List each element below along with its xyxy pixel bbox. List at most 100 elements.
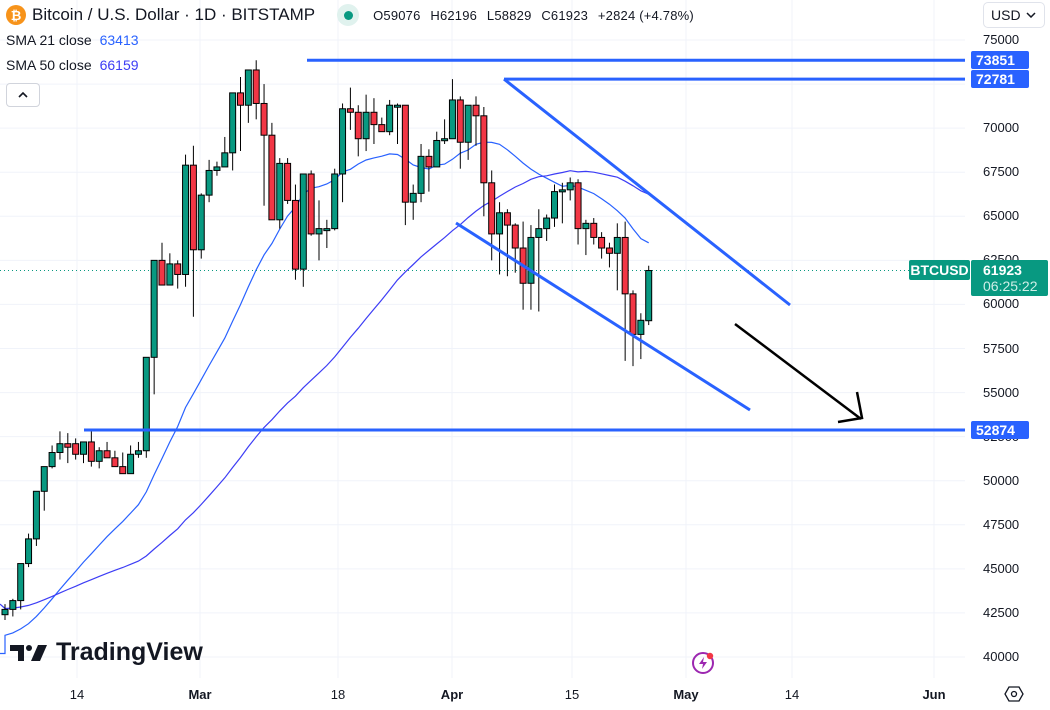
candle: [64, 433, 72, 464]
channel-lower-line: [455, 221, 751, 412]
candle: [229, 92, 237, 171]
price-tick-label: 45000: [983, 560, 1020, 576]
price-tick-label: 50000: [983, 472, 1020, 488]
candles: [1, 60, 653, 620]
candle: [574, 179, 582, 245]
candle: [87, 431, 95, 467]
level-tag-52874: 52874: [971, 421, 1029, 439]
candle: [268, 122, 276, 221]
indicator-sma50[interactable]: SMA 50 close 66159: [6, 57, 700, 76]
candle: [394, 103, 401, 145]
candle: [425, 149, 433, 192]
candle: [464, 104, 472, 160]
candle: [323, 219, 331, 249]
tradingview-logo[interactable]: TradingView: [10, 638, 203, 667]
candle: [142, 356, 150, 458]
indicator-label: SMA 21 close: [6, 32, 92, 48]
candle: [645, 265, 653, 326]
candle: [386, 99, 394, 136]
market-status-icon[interactable]: [337, 4, 360, 26]
flash-news-icon[interactable]: [690, 650, 716, 676]
candle: [150, 259, 158, 395]
candle: [511, 223, 519, 273]
price-tick-label: 67500: [983, 164, 1020, 180]
candle: [621, 221, 629, 361]
candle: [9, 598, 17, 617]
time-tick-label: 18: [330, 687, 346, 702]
candle: [244, 69, 252, 123]
candle: [174, 260, 182, 289]
candle: [237, 77, 244, 152]
candle: [331, 168, 339, 231]
candle: [551, 184, 558, 227]
candle: [472, 96, 480, 146]
price-tick-label: 55000: [983, 384, 1020, 400]
candle: [111, 450, 119, 468]
candle: [213, 161, 221, 176]
change-value: +2824 (+4.78%): [597, 7, 694, 23]
candle: [48, 445, 56, 469]
candle: [605, 242, 613, 268]
candle: [346, 87, 354, 130]
candle: [17, 563, 25, 610]
candle: [354, 105, 362, 157]
price-tick-label: 47500: [983, 516, 1020, 532]
sma50-line: [0, 170, 649, 610]
candle: [260, 84, 268, 206]
candle: [441, 119, 449, 145]
indicator-label: SMA 50 close: [6, 57, 92, 73]
candle: [339, 103, 347, 203]
candle: [598, 232, 606, 259]
candle: [40, 466, 48, 511]
candle: [103, 441, 111, 459]
current-price: 61923: [983, 262, 1022, 278]
candle: [25, 533, 33, 568]
low-value: L58829: [486, 7, 532, 23]
bar-countdown: 06:25:22: [983, 278, 1038, 294]
level-tag-72781: 72781: [971, 70, 1029, 88]
candle: [590, 218, 598, 245]
collapse-legend-button[interactable]: [6, 83, 40, 107]
candle: [158, 242, 166, 286]
level-tag-73851: 73851: [971, 51, 1029, 69]
indicator-sma21[interactable]: SMA 21 close 63413: [6, 32, 700, 51]
symbol-title-row[interactable]: ₿ Bitcoin / U.S. Dollar · 1D · BITSTAMP …: [6, 4, 700, 26]
candle: [496, 202, 504, 275]
candle: [252, 60, 260, 120]
arrow-head-icon: [837, 391, 864, 424]
candle: [456, 96, 464, 169]
time-tick-label: Mar: [188, 687, 212, 702]
candle: [448, 79, 456, 140]
settings-icon[interactable]: [1004, 684, 1024, 704]
candle: [182, 154, 190, 287]
time-tick-label: 14: [784, 687, 800, 702]
currency-select[interactable]: USD: [983, 2, 1045, 28]
candle: [291, 184, 299, 280]
time-tick-label: 14: [69, 687, 85, 702]
candle: [629, 290, 637, 367]
open-value: O59076: [373, 7, 421, 23]
drawings[interactable]: [84, 58, 965, 432]
current-price-tag: 61923 06:25:22: [971, 260, 1048, 296]
candle: [378, 117, 386, 133]
candle: [1, 604, 9, 620]
price-tick-label: 60000: [983, 296, 1020, 312]
candle: [134, 441, 142, 458]
candle: [637, 313, 645, 360]
candle: [127, 445, 135, 475]
chart-legend: ₿ Bitcoin / U.S. Dollar · 1D · BITSTAMP …: [6, 4, 700, 107]
time-tick-label: Apr: [440, 687, 464, 702]
candle: [307, 170, 315, 236]
candle: [299, 173, 307, 287]
price-tick-label: 70000: [983, 120, 1020, 136]
indicator-value: 66159: [99, 57, 139, 73]
chevron-up-icon: [18, 91, 28, 98]
price-tick-label: 75000: [983, 32, 1020, 47]
symbol-title[interactable]: Bitcoin / U.S. Dollar · 1D · BITSTAMP: [32, 5, 316, 24]
time-tick-label: Jun: [922, 687, 946, 702]
channel-upper-line: [503, 77, 791, 307]
currency-value: USD: [991, 7, 1021, 23]
candle: [315, 200, 323, 261]
sma21-line: [0, 141, 649, 655]
